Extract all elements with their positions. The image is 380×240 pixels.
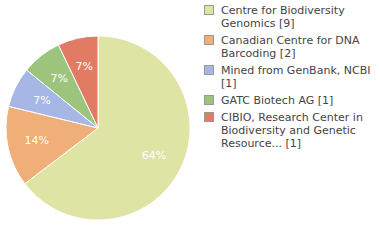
svg-text:7%: 7% <box>51 72 68 85</box>
html-text:Canadian Centre for DNA Barcod: Canadian Centre for DNA Barcoding [2] <box>221 34 360 60</box>
html-text:Mined from GenBank, NCBI [1]: Mined from GenBank, NCBI [1] <box>221 64 371 90</box>
svg-text:7%: 7% <box>75 60 92 73</box>
svg-text:14%: 14% <box>25 134 49 147</box>
html-text:Centre for Biodiversity Genomi: Centre for Biodiversity Genomics [9] <box>221 4 345 30</box>
html-text:GATC Biotech AG [1]: GATC Biotech AG [1] <box>221 94 334 107</box>
html-text:CIBIO, Research Center in Biod: CIBIO, Research Center in Biodiversity a… <box>221 111 363 150</box>
svg-text:7%: 7% <box>33 94 50 107</box>
svg-text:64%: 64% <box>142 149 166 162</box>
